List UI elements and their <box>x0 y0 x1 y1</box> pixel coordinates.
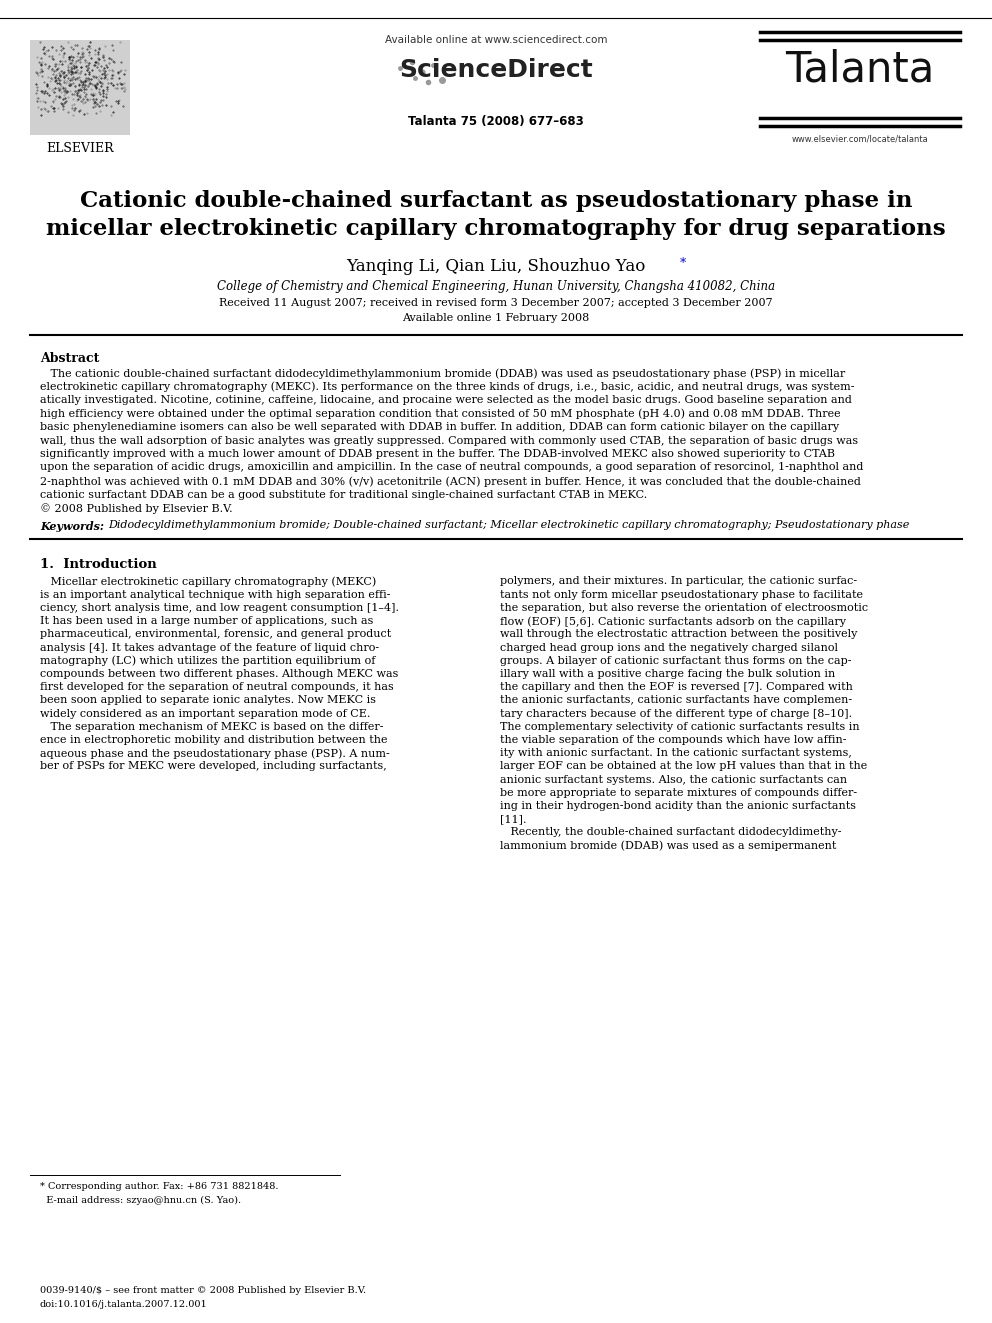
Text: first developed for the separation of neutral compounds, it has: first developed for the separation of ne… <box>40 683 394 692</box>
Text: ELSEVIER: ELSEVIER <box>47 142 114 155</box>
Text: analysis [4]. It takes advantage of the feature of liquid chro-: analysis [4]. It takes advantage of the … <box>40 643 379 652</box>
Text: lammonium bromide (DDAB) was used as a semipermanent: lammonium bromide (DDAB) was used as a s… <box>500 840 836 851</box>
Text: tants not only form micellar pseudostationary phase to facilitate: tants not only form micellar pseudostati… <box>500 590 863 599</box>
Text: [11].: [11]. <box>500 814 527 824</box>
Text: pharmaceutical, environmental, forensic, and general product: pharmaceutical, environmental, forensic,… <box>40 630 391 639</box>
Text: tary characters because of the different type of charge [8–10].: tary characters because of the different… <box>500 709 852 718</box>
Text: Abstract: Abstract <box>40 352 99 365</box>
Text: 2-naphthol was achieved with 0.1 mM DDAB and 30% (v/v) acetonitrile (ACN) presen: 2-naphthol was achieved with 0.1 mM DDAB… <box>40 476 861 487</box>
Text: 1.  Introduction: 1. Introduction <box>40 558 157 572</box>
Text: The complementary selectivity of cationic surfactants results in: The complementary selectivity of cationi… <box>500 722 860 732</box>
Text: groups. A bilayer of cationic surfactant thus forms on the cap-: groups. A bilayer of cationic surfactant… <box>500 656 851 665</box>
Text: Talanta: Talanta <box>786 48 934 90</box>
Text: the separation, but also reverse the orientation of electroosmotic: the separation, but also reverse the ori… <box>500 603 868 613</box>
Text: wall through the electrostatic attraction between the positively: wall through the electrostatic attractio… <box>500 630 857 639</box>
Text: illary wall with a positive charge facing the bulk solution in: illary wall with a positive charge facin… <box>500 669 835 679</box>
Text: micellar electrokinetic capillary chromatography for drug separations: micellar electrokinetic capillary chroma… <box>46 218 946 239</box>
Text: atically investigated. Nicotine, cotinine, caffeine, lidocaine, and procaine wer: atically investigated. Nicotine, cotinin… <box>40 396 852 405</box>
Text: doi:10.1016/j.talanta.2007.12.001: doi:10.1016/j.talanta.2007.12.001 <box>40 1301 207 1308</box>
Text: E-mail address: szyao@hnu.cn (S. Yao).: E-mail address: szyao@hnu.cn (S. Yao). <box>40 1196 241 1205</box>
Text: www.elsevier.com/locate/talanta: www.elsevier.com/locate/talanta <box>792 135 929 144</box>
Text: The separation mechanism of MEKC is based on the differ-: The separation mechanism of MEKC is base… <box>40 722 384 732</box>
Text: ity with anionic surfactant. In the cationic surfactant systems,: ity with anionic surfactant. In the cati… <box>500 747 852 758</box>
Text: *: * <box>680 257 686 270</box>
Text: Recently, the double-chained surfactant didodecyldimethy-: Recently, the double-chained surfactant … <box>500 827 841 837</box>
Text: significantly improved with a much lower amount of DDAB present in the buffer. T: significantly improved with a much lower… <box>40 448 835 459</box>
Text: ber of PSPs for MEKC were developed, including surfactants,: ber of PSPs for MEKC were developed, inc… <box>40 761 387 771</box>
Text: ciency, short analysis time, and low reagent consumption [1–4].: ciency, short analysis time, and low rea… <box>40 603 399 613</box>
Text: anionic surfactant systems. Also, the cationic surfactants can: anionic surfactant systems. Also, the ca… <box>500 774 847 785</box>
Text: cationic surfactant DDAB can be a good substitute for traditional single-chained: cationic surfactant DDAB can be a good s… <box>40 490 647 500</box>
Text: matography (LC) which utilizes the partition equilibrium of: matography (LC) which utilizes the parti… <box>40 656 375 667</box>
Text: Cationic double-chained surfactant as pseudostationary phase in: Cationic double-chained surfactant as ps… <box>79 191 913 212</box>
Bar <box>30 40 130 135</box>
Text: widely considered as an important separation mode of CE.: widely considered as an important separa… <box>40 709 370 718</box>
Text: Talanta 75 (2008) 677–683: Talanta 75 (2008) 677–683 <box>408 115 584 128</box>
Text: wall, thus the wall adsorption of basic analytes was greatly suppressed. Compare: wall, thus the wall adsorption of basic … <box>40 435 858 446</box>
Text: Didodecyldimethylammonium bromide; Double-chained surfactant; Micellar electroki: Didodecyldimethylammonium bromide; Doubl… <box>108 520 910 531</box>
Text: It has been used in a large number of applications, such as: It has been used in a large number of ap… <box>40 617 373 626</box>
Text: basic phenylenediamine isomers can also be well separated with DDAB in buffer. I: basic phenylenediamine isomers can also … <box>40 422 839 433</box>
Text: ScienceDirect: ScienceDirect <box>399 58 593 82</box>
Text: flow (EOF) [5,6]. Cationic surfactants adsorb on the capillary: flow (EOF) [5,6]. Cationic surfactants a… <box>500 617 846 627</box>
Text: * Corresponding author. Fax: +86 731 8821848.: * Corresponding author. Fax: +86 731 882… <box>40 1181 279 1191</box>
Text: © 2008 Published by Elsevier B.V.: © 2008 Published by Elsevier B.V. <box>40 503 233 513</box>
Text: ence in electrophoretic mobility and distribution between the: ence in electrophoretic mobility and dis… <box>40 734 388 745</box>
Text: is an important analytical technique with high separation effi-: is an important analytical technique wit… <box>40 590 391 599</box>
Text: Available online at www.sciencedirect.com: Available online at www.sciencedirect.co… <box>385 34 607 45</box>
Text: the viable separation of the compounds which have low affin-: the viable separation of the compounds w… <box>500 734 846 745</box>
Text: 0039-9140/$ – see front matter © 2008 Published by Elsevier B.V.: 0039-9140/$ – see front matter © 2008 Pu… <box>40 1286 366 1295</box>
Text: Keywords:: Keywords: <box>40 520 104 532</box>
Text: be more appropriate to separate mixtures of compounds differ-: be more appropriate to separate mixtures… <box>500 787 857 798</box>
Text: larger EOF can be obtained at the low pH values than that in the: larger EOF can be obtained at the low pH… <box>500 761 867 771</box>
Text: polymers, and their mixtures. In particular, the cationic surfac-: polymers, and their mixtures. In particu… <box>500 577 857 586</box>
Text: high efficiency were obtained under the optimal separation condition that consis: high efficiency were obtained under the … <box>40 409 840 419</box>
Text: Available online 1 February 2008: Available online 1 February 2008 <box>403 314 589 323</box>
Text: electrokinetic capillary chromatography (MEKC). Its performance on the three kin: electrokinetic capillary chromatography … <box>40 381 854 392</box>
Text: upon the separation of acidic drugs, amoxicillin and ampicillin. In the case of : upon the separation of acidic drugs, amo… <box>40 463 863 472</box>
Text: charged head group ions and the negatively charged silanol: charged head group ions and the negative… <box>500 643 838 652</box>
Text: been soon applied to separate ionic analytes. Now MEKC is: been soon applied to separate ionic anal… <box>40 696 376 705</box>
Text: Yanqing Li, Qian Liu, Shouzhuo Yao: Yanqing Li, Qian Liu, Shouzhuo Yao <box>346 258 646 275</box>
Text: aqueous phase and the pseudostationary phase (PSP). A num-: aqueous phase and the pseudostationary p… <box>40 747 390 758</box>
Text: the anionic surfactants, cationic surfactants have complemen-: the anionic surfactants, cationic surfac… <box>500 696 852 705</box>
Text: the capillary and then the EOF is reversed [7]. Compared with: the capillary and then the EOF is revers… <box>500 683 853 692</box>
Text: Received 11 August 2007; received in revised form 3 December 2007; accepted 3 De: Received 11 August 2007; received in rev… <box>219 298 773 308</box>
Text: ing in their hydrogen-bond acidity than the anionic surfactants: ing in their hydrogen-bond acidity than … <box>500 800 856 811</box>
Text: College of Chemistry and Chemical Engineering, Hunan University, Changsha 410082: College of Chemistry and Chemical Engine… <box>217 280 775 292</box>
Text: The cationic double-chained surfactant didodecyldimethylammonium bromide (DDAB) : The cationic double-chained surfactant d… <box>40 368 845 378</box>
Text: Micellar electrokinetic capillary chromatography (MEKC): Micellar electrokinetic capillary chroma… <box>40 577 376 587</box>
Text: compounds between two different phases. Although MEKC was: compounds between two different phases. … <box>40 669 399 679</box>
